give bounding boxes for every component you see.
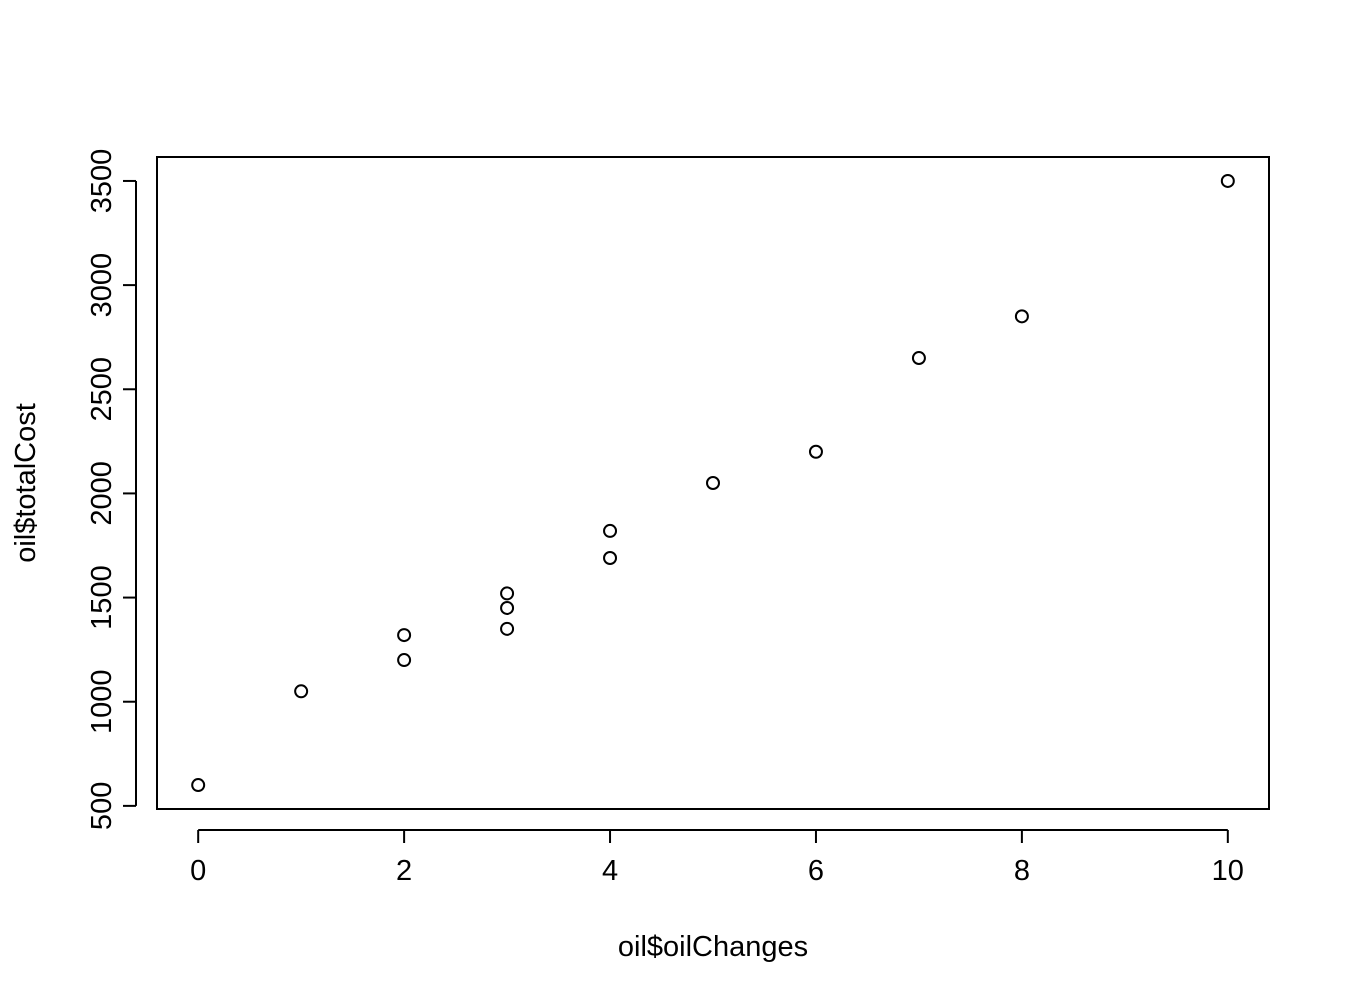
data-point xyxy=(603,550,618,565)
y-tick-label: 3000 xyxy=(86,253,118,318)
y-axis: 500 1000 1500 2000 2500 3000 3500 xyxy=(86,149,137,830)
x-tick-label: 6 xyxy=(808,855,824,887)
y-tick-label: 1000 xyxy=(86,669,118,734)
x-tick-label: 4 xyxy=(602,855,618,887)
data-point xyxy=(603,523,618,538)
x-tick-label: 10 xyxy=(1212,855,1244,887)
x-tick-label: 0 xyxy=(190,855,206,887)
data-point xyxy=(808,444,823,459)
y-tick-label: 3500 xyxy=(86,149,118,214)
x-tick-label: 8 xyxy=(1014,855,1030,887)
data-point xyxy=(500,621,515,636)
y-tick-label: 1500 xyxy=(86,565,118,630)
data-point xyxy=(911,351,926,366)
y-tick-label: 2500 xyxy=(86,357,118,422)
data-point xyxy=(397,653,412,668)
x-axis: 0 2 4 6 8 10 xyxy=(190,829,1244,887)
data-point xyxy=(397,628,412,643)
plot-frame xyxy=(156,156,1270,810)
y-tick-label: 2000 xyxy=(86,461,118,526)
data-point xyxy=(1014,309,1029,324)
y-tick-label: 500 xyxy=(86,782,118,830)
x-axis-label: oil$oilChanges xyxy=(618,931,808,963)
data-point xyxy=(706,476,720,490)
x-tick-label: 2 xyxy=(396,855,412,887)
data-point xyxy=(294,684,309,699)
data-point xyxy=(500,600,515,615)
y-axis-label: oil$totalCost xyxy=(10,403,42,563)
data-point xyxy=(500,586,515,601)
data-points xyxy=(191,173,1235,793)
data-point xyxy=(1220,173,1235,188)
data-point xyxy=(191,778,206,793)
